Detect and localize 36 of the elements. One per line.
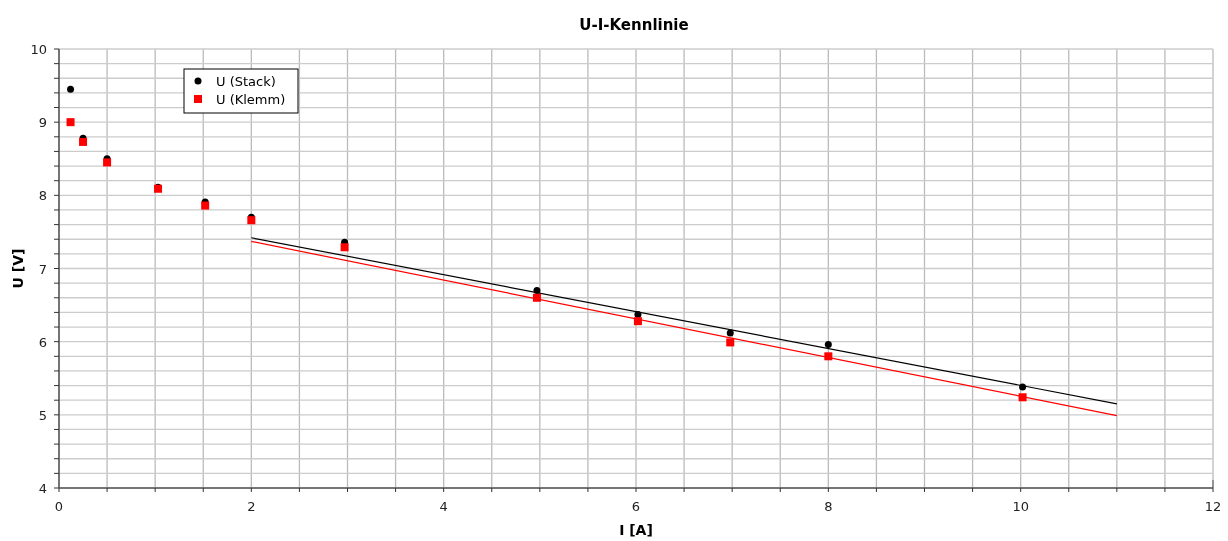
point	[726, 329, 734, 337]
point	[824, 341, 832, 349]
y-tick-label: 6	[38, 334, 47, 350]
point	[340, 243, 349, 252]
x-tick-label: 12	[1204, 499, 1222, 514]
y-tick-label: 7	[38, 261, 47, 277]
point	[633, 317, 642, 326]
point	[1019, 383, 1027, 391]
point	[201, 201, 210, 210]
point	[726, 338, 735, 347]
y-tick-label: 9	[38, 115, 47, 131]
point	[67, 85, 75, 93]
y-axis-title: U [V]	[10, 248, 26, 289]
point	[103, 158, 112, 167]
x-tick-label: 0	[54, 499, 64, 514]
x-axis-title: I [A]	[619, 522, 653, 538]
point	[66, 118, 75, 127]
y-tick-label: 8	[38, 188, 47, 204]
point	[824, 352, 833, 361]
legend-label: U (Stack)	[216, 74, 276, 89]
y-tick-label: 5	[38, 407, 47, 423]
x-tick-label: 8	[824, 499, 833, 514]
point	[532, 293, 541, 302]
point	[533, 286, 541, 294]
x-tick-label: 6	[631, 499, 641, 514]
x-tick-label: 2	[247, 499, 256, 514]
legend-label: U (Klemm)	[216, 92, 286, 107]
chart-title: U-I-Kennlinie	[579, 16, 689, 34]
point	[1018, 393, 1027, 402]
x-tick-label: 10	[1012, 499, 1029, 514]
point	[79, 137, 88, 146]
x-tick-label: 4	[439, 499, 448, 514]
point	[634, 311, 642, 319]
point	[247, 216, 256, 225]
y-tick-label: 10	[30, 42, 47, 57]
y-tick-label: 4	[38, 481, 47, 496]
